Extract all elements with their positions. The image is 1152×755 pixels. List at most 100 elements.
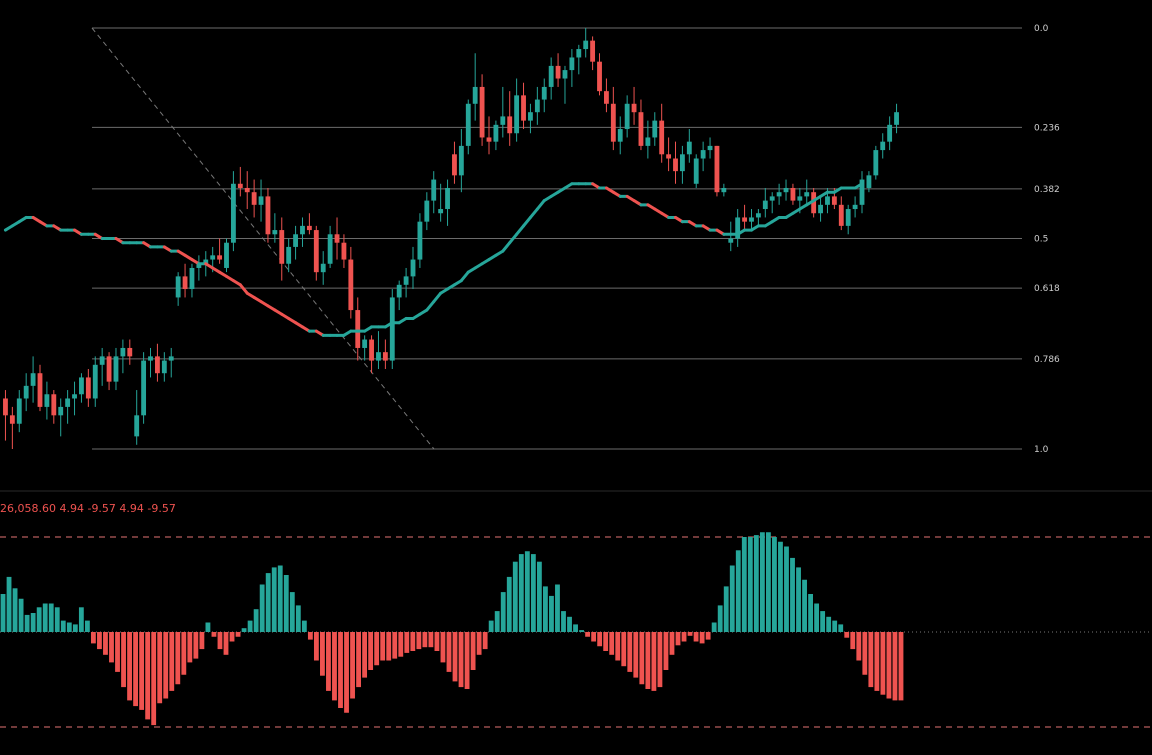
candle-body — [562, 70, 568, 79]
oscillator-histogram — [0, 532, 904, 726]
candle-body — [327, 234, 333, 264]
histogram-bar — [332, 632, 337, 701]
candle-body — [155, 356, 160, 374]
histogram-bar — [42, 603, 48, 632]
histogram-bar — [651, 632, 657, 691]
fibonacci-trendline[interactable] — [91, 27, 435, 450]
histogram-bar — [380, 632, 386, 661]
histogram-bar — [609, 632, 615, 655]
histogram-bar — [711, 622, 717, 632]
candle-body — [23, 385, 29, 399]
histogram-bar — [12, 588, 18, 632]
histogram-bar — [157, 632, 163, 704]
candle-body — [894, 112, 899, 125]
candle-body — [755, 213, 761, 218]
fib-level-label: 0.618 — [1034, 284, 1060, 294]
candle-body — [175, 276, 181, 298]
histogram-bar — [464, 632, 470, 689]
histogram-bar — [66, 622, 72, 632]
histogram-bar — [844, 632, 850, 638]
candle-body — [141, 360, 147, 416]
histogram-bar — [627, 632, 633, 672]
ma-segment — [853, 182, 864, 190]
candle-body — [265, 196, 271, 235]
candle-body — [790, 187, 796, 201]
histogram-bar — [103, 632, 108, 655]
candle-body — [99, 356, 105, 365]
candle-body — [37, 373, 43, 407]
histogram-bar — [850, 632, 856, 650]
candle-body — [445, 187, 450, 210]
candle-body — [293, 234, 298, 247]
histogram-bar — [109, 632, 114, 663]
candle-body — [306, 225, 312, 231]
candle-body — [583, 40, 589, 50]
histogram-bar — [211, 632, 217, 637]
candle-body — [707, 145, 713, 151]
candle-body — [9, 415, 15, 424]
histogram-bar — [205, 622, 211, 632]
histogram-bar — [838, 624, 844, 632]
candle-body — [831, 196, 837, 205]
histogram-bar — [458, 632, 464, 688]
histogram-bar — [796, 567, 801, 632]
histogram-bar — [723, 586, 729, 632]
candle-body — [617, 129, 623, 142]
candle-body — [134, 415, 140, 437]
histogram-bar — [121, 632, 126, 688]
histogram-bar — [338, 632, 343, 708]
candle-body — [458, 145, 464, 176]
candle-body — [783, 187, 789, 193]
histogram-bar — [54, 607, 60, 632]
candle-body — [341, 242, 347, 260]
ma-segment — [528, 207, 539, 219]
histogram-bar — [488, 620, 494, 632]
histogram-bar — [307, 632, 313, 640]
histogram-bar — [247, 620, 253, 632]
candle-body — [735, 217, 741, 239]
candle-body — [514, 95, 520, 134]
histogram-bar — [567, 616, 572, 632]
candle-body — [659, 120, 665, 155]
candle-body — [396, 284, 402, 298]
candle-body — [838, 204, 844, 226]
ma-segment — [425, 300, 436, 312]
candle-body — [845, 209, 851, 226]
candle-body — [258, 196, 264, 205]
histogram-bar — [320, 632, 325, 676]
candle-body — [376, 352, 381, 361]
histogram-bar — [597, 632, 603, 647]
histogram-bar — [301, 620, 307, 632]
candle-body — [65, 398, 71, 407]
histogram-bar — [295, 605, 301, 632]
ma-segment — [432, 291, 443, 304]
candle-body — [590, 40, 596, 62]
histogram-bar — [856, 632, 862, 661]
candle-body — [168, 356, 174, 361]
candle-body — [334, 234, 340, 243]
candle-body — [417, 221, 423, 260]
candle-body — [286, 246, 292, 264]
histogram-bar — [72, 624, 78, 632]
histogram-bar — [669, 632, 675, 655]
histogram-bar — [753, 535, 759, 632]
histogram-bar — [60, 620, 66, 632]
histogram-bar — [808, 594, 813, 632]
histogram-bar — [386, 632, 392, 661]
candle-body — [534, 99, 540, 113]
histogram-bar — [717, 605, 723, 632]
candle-body — [279, 230, 285, 264]
candle-body — [569, 57, 575, 71]
candle-body — [72, 394, 77, 399]
histogram-bar — [199, 632, 205, 650]
moving-average-line — [3, 182, 864, 337]
candle-body — [272, 230, 278, 235]
candle-body — [127, 347, 133, 357]
histogram-bar — [561, 611, 566, 632]
candle-body — [880, 141, 886, 151]
candle-body — [818, 204, 823, 214]
histogram-bar — [434, 632, 440, 651]
histogram-bar — [265, 573, 271, 632]
histogram-bar — [175, 632, 181, 685]
